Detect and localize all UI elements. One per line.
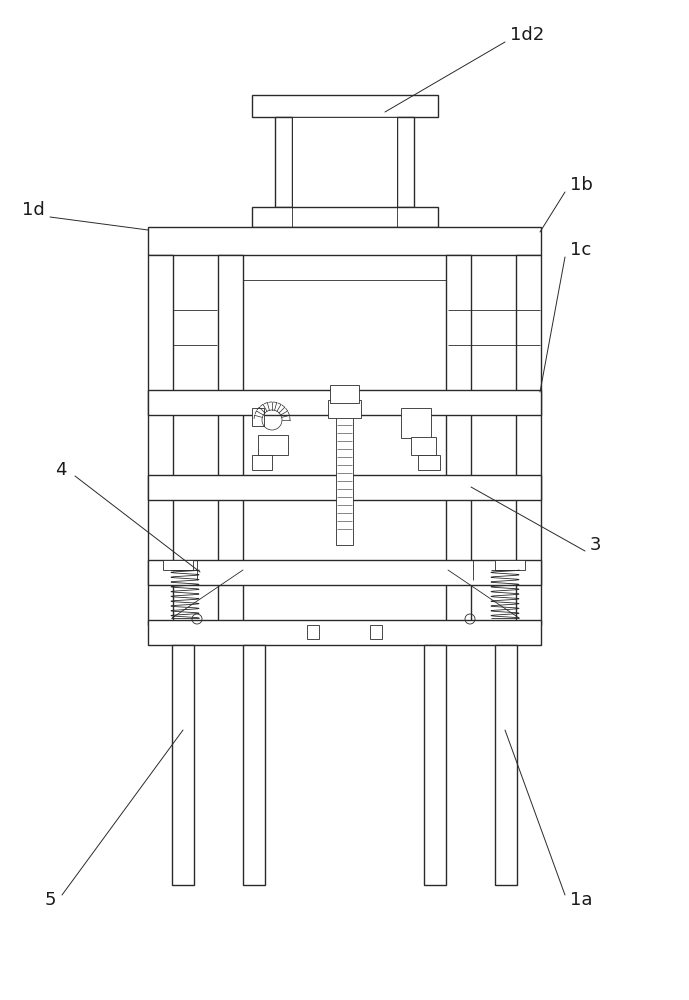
Bar	[243, 645, 265, 885]
Text: 1c: 1c	[570, 241, 591, 259]
Bar	[411, 437, 436, 455]
Bar	[252, 95, 438, 117]
Bar	[424, 645, 446, 885]
Text: 4: 4	[55, 461, 67, 479]
Bar	[148, 255, 173, 625]
Bar	[148, 227, 541, 255]
Bar	[148, 560, 541, 585]
Bar	[252, 207, 438, 227]
Text: 1d2: 1d2	[510, 26, 544, 44]
Bar	[252, 455, 272, 470]
Text: 5: 5	[45, 891, 56, 909]
Bar	[218, 255, 243, 625]
Bar	[328, 400, 361, 418]
Bar	[397, 117, 414, 207]
Bar	[418, 455, 440, 470]
Bar	[252, 408, 264, 426]
Bar	[370, 625, 382, 639]
Bar	[148, 390, 541, 415]
Bar	[516, 255, 541, 625]
Text: 1b: 1b	[570, 176, 593, 194]
Text: 1a: 1a	[570, 891, 593, 909]
Bar	[495, 560, 525, 570]
Bar	[258, 435, 288, 455]
Bar	[275, 117, 292, 207]
Bar	[163, 560, 193, 570]
Bar	[172, 645, 194, 885]
Text: 3: 3	[590, 536, 601, 554]
Bar	[292, 117, 397, 207]
Bar	[148, 620, 541, 645]
Text: 1d: 1d	[22, 201, 45, 219]
Bar	[446, 255, 471, 625]
Bar	[148, 475, 541, 500]
Bar	[330, 385, 359, 403]
Bar	[495, 645, 517, 885]
Bar	[401, 408, 431, 438]
Bar	[307, 625, 319, 639]
Bar	[336, 415, 353, 545]
